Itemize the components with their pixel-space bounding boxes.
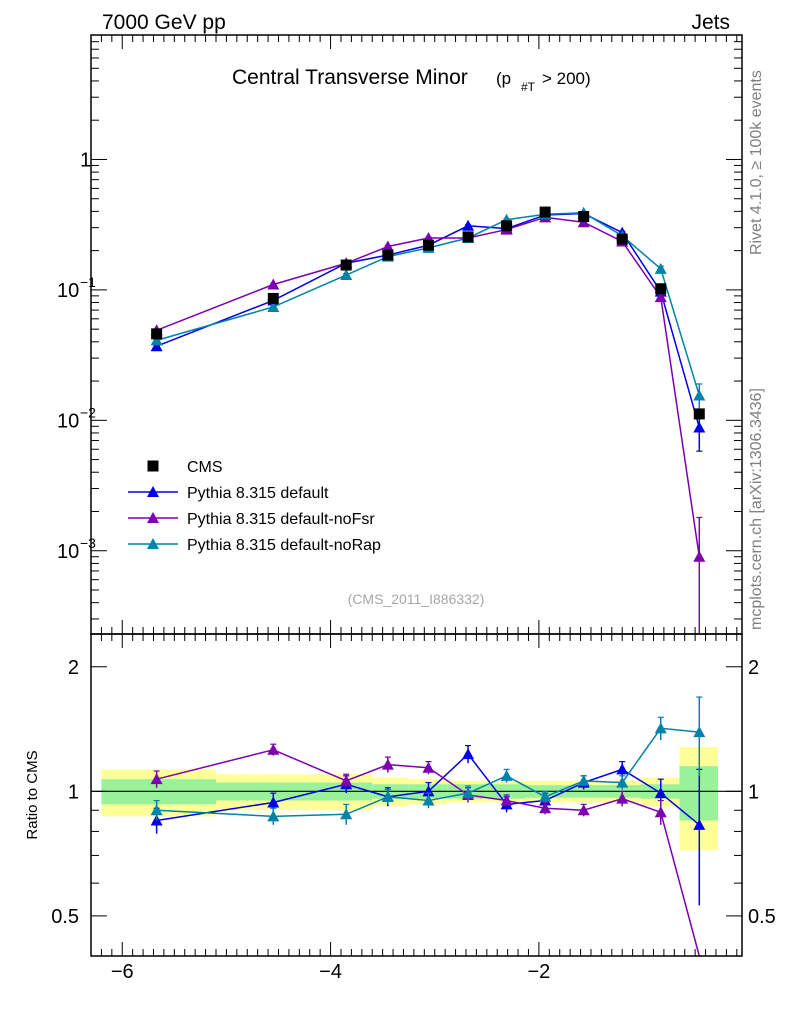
rivet-version-label: Rivet 4.1.0, ≥ 100k events <box>748 70 765 255</box>
y-tick-label: 10 <box>57 280 79 302</box>
data-point <box>539 206 551 218</box>
series-line <box>156 216 701 557</box>
ratio-point <box>267 796 280 808</box>
ratio-point <box>693 726 706 738</box>
y-tick-label: 10 <box>57 541 79 563</box>
header-left-label: 7000 GeV pp <box>102 11 226 34</box>
ratio-point <box>654 787 667 799</box>
legend-label: Pythia 8.315 default-noFsr <box>187 511 375 528</box>
series-cms <box>151 206 705 420</box>
ratio-point <box>267 810 280 822</box>
y-tick-label-exponent: −3 <box>80 535 96 551</box>
ratio-point <box>340 808 353 820</box>
ratio-point <box>654 806 667 818</box>
header-right-label: Jets <box>691 11 730 34</box>
legend-marker <box>147 538 159 549</box>
data-point <box>693 389 706 401</box>
ratio-y-tick-label-right: 1 <box>748 781 759 803</box>
data-point <box>462 219 475 231</box>
ratio-point <box>150 804 163 816</box>
ratio-point <box>267 743 280 755</box>
legend-marker <box>147 460 159 472</box>
ratio-point <box>577 774 590 786</box>
ratio-point <box>422 761 435 773</box>
ratio-point <box>150 773 163 785</box>
legend: CMS Pythia 8.315 default Pythia 8.315 defa… <box>128 459 381 554</box>
legend-label: Pythia 8.315 default-noRap <box>187 537 381 554</box>
series-pythia-8-315-default-nofsr <box>150 211 706 634</box>
ratio-plot-panel: 0.5 0.5 1 1 2 2 −6 −4 −2 Ratio to CMS <box>24 633 776 983</box>
data-point <box>151 328 163 340</box>
ratio-y-tick-label: 1 <box>68 781 79 803</box>
ratio-point <box>693 818 706 830</box>
data-point <box>578 211 590 223</box>
ratio-point <box>462 787 475 799</box>
ratio-point <box>381 758 394 770</box>
data-point <box>693 408 705 420</box>
ratio-point <box>539 790 552 802</box>
mcplots-source-label: mcplots.cern.ch [arXiv:1306.3436] <box>748 388 765 630</box>
ratio-y-tick-label: 2 <box>68 657 79 679</box>
ratio-point <box>422 794 435 806</box>
ratio-point <box>539 802 552 814</box>
data-point <box>655 283 667 295</box>
ratio-point <box>462 748 475 760</box>
ratio-point <box>616 763 629 775</box>
ratio-y-tick-label: 0.5 <box>51 906 79 928</box>
data-point <box>654 262 667 274</box>
y-tick-label: 1 <box>80 149 91 171</box>
data-point <box>422 239 434 251</box>
chart-title-subscript: #T <box>521 80 536 94</box>
ratio-point <box>654 722 667 734</box>
y-tick-label: 10 <box>57 410 79 432</box>
chart-title: Central Transverse Minor <box>232 66 468 89</box>
data-point <box>693 421 706 433</box>
ratio-point <box>500 794 513 806</box>
data-point <box>382 249 394 261</box>
ratio-series-line <box>156 749 701 957</box>
legend-label: CMS <box>187 459 223 476</box>
chart-title-cut: > 200) <box>542 69 591 88</box>
data-point <box>150 334 163 346</box>
data-point <box>267 278 280 290</box>
data-point <box>462 231 474 243</box>
ratio-y-tick-label-right: 2 <box>748 657 759 679</box>
data-point <box>381 240 394 252</box>
ratio-y-axis-label: Ratio to CMS <box>24 750 41 839</box>
ratio-point <box>340 774 353 786</box>
ratio-series-pythia-8-315-default-nofsr <box>150 743 703 957</box>
y-tick-label-exponent: −1 <box>80 274 96 290</box>
data-point <box>340 259 352 271</box>
chart-title-suffix: (p <box>496 69 511 88</box>
ratio-point <box>500 769 513 781</box>
legend-marker <box>147 512 159 523</box>
x-tick-label: −6 <box>111 961 134 983</box>
data-point <box>267 300 280 312</box>
ratio-y-tick-label-right: 0.5 <box>748 906 776 928</box>
data-point <box>501 220 513 232</box>
x-tick-label: −4 <box>319 961 342 983</box>
data-point <box>340 269 353 281</box>
data-point <box>654 291 667 303</box>
data-point <box>267 292 279 304</box>
data-point <box>150 340 163 352</box>
legend-marker <box>147 486 159 497</box>
series-line <box>156 212 701 428</box>
main-plot-panel: Central Transverse Minor (p #T > 200) (C… <box>57 34 743 635</box>
ratio-point <box>616 776 629 788</box>
analysis-watermark: (CMS_2011_I886332) <box>348 591 485 607</box>
data-point <box>693 550 706 562</box>
x-tick-label: −2 <box>527 961 550 983</box>
legend-label: Pythia 8.315 default <box>187 485 329 502</box>
ratio-point <box>577 804 590 816</box>
ratio-series-pythia-8-315-default-norap <box>150 696 706 825</box>
ratio-point <box>381 790 394 802</box>
series-line <box>156 212 701 396</box>
ratio-plot-frame <box>90 633 743 957</box>
y-tick-label-exponent: −2 <box>80 404 96 420</box>
ratio-point <box>616 792 629 804</box>
data-point <box>616 233 628 245</box>
ratio-series-line <box>156 727 700 818</box>
